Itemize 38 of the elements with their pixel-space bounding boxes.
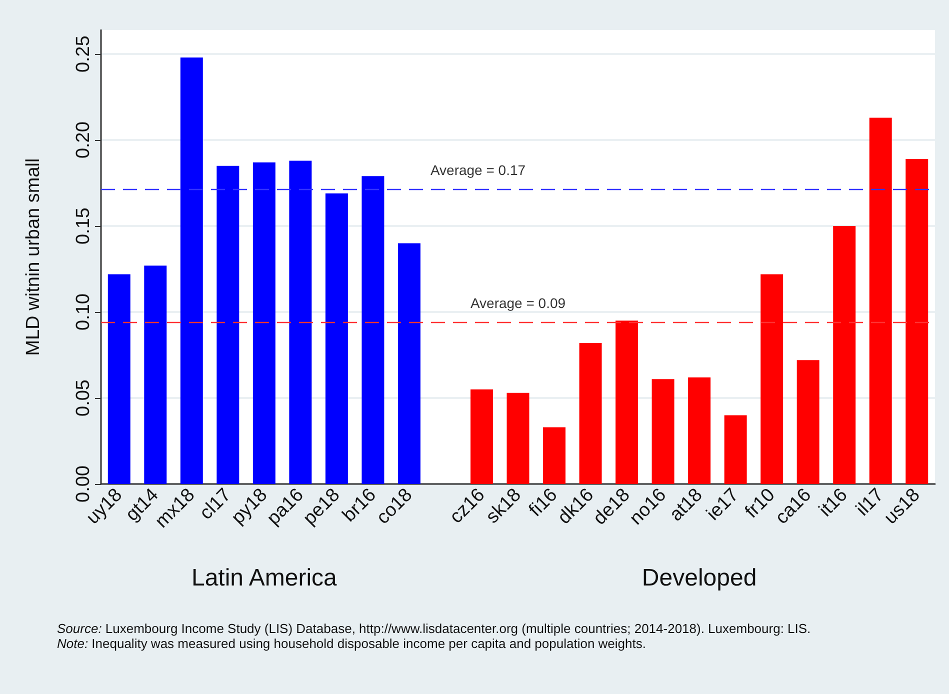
bar — [506, 392, 530, 484]
x-tick-label: it16 — [815, 484, 852, 522]
bar — [216, 166, 240, 484]
bar — [688, 377, 711, 484]
bar — [543, 427, 566, 484]
bar — [796, 360, 820, 484]
ref-line-label: Average = 0.09 — [470, 295, 566, 312]
text: Latin America — [191, 564, 338, 592]
bar — [724, 415, 747, 484]
y-tick-label: 0.10 — [73, 294, 94, 331]
bar — [470, 389, 493, 484]
y-tick-label: 0.05 — [73, 380, 94, 417]
bar — [325, 193, 348, 484]
bar — [906, 158, 928, 484]
bar — [144, 266, 167, 484]
bar — [398, 243, 420, 484]
bar — [760, 274, 784, 484]
y-tick-label: 0.00 — [73, 466, 94, 502]
bar — [833, 226, 856, 484]
ref-line-label: Average = 0.17 — [430, 162, 526, 178]
y-tick-label: 0.25 — [73, 36, 94, 73]
bar — [616, 320, 638, 484]
x-tick-label: fr10 — [741, 484, 780, 523]
y-tick-label: 0.20 — [73, 122, 94, 159]
bar — [180, 58, 203, 484]
bar — [289, 160, 312, 484]
text: Developed — [642, 564, 757, 592]
bar — [108, 274, 130, 484]
bar — [252, 162, 276, 484]
y-tick-label: 0.15 — [73, 208, 94, 245]
source-note: Source: Luxembourg Income Study (LIS) Database, http://www.lisdatacenter.org (multiple countries; 2014-2018). Luxembourg: LIS. — [57, 621, 811, 636]
bar — [362, 176, 384, 484]
bar — [652, 379, 674, 484]
bar — [579, 342, 602, 484]
x-tick-label: at18 — [666, 484, 707, 526]
bar — [869, 118, 892, 484]
y-axis-title: MLD witnin urban small — [23, 158, 44, 356]
text: Note: Inequality was measured using household disposable income per capita and population weights. — [57, 636, 646, 651]
